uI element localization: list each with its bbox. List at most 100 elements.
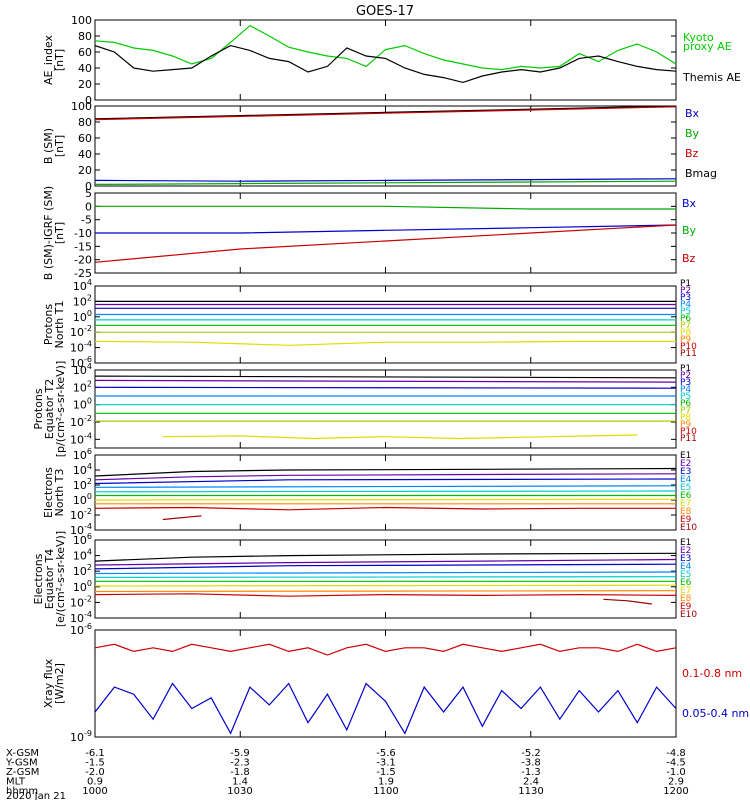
series-themis-ae — [95, 44, 676, 84]
legend-item: P8 — [680, 328, 691, 338]
footer-value: -3.8 — [521, 758, 541, 769]
series-e9 — [95, 506, 676, 511]
series-group — [95, 106, 676, 185]
legend-item: Themis AE — [682, 71, 741, 84]
legend-item: By — [682, 224, 697, 237]
footer-value: -3.1 — [376, 758, 396, 769]
legend-item: E4 — [680, 562, 692, 572]
legend-item: E3 — [680, 467, 691, 477]
y-axis-label: Electrons — [32, 553, 45, 604]
series-e5 — [95, 490, 676, 493]
y-tick-label: 100 — [71, 14, 92, 27]
y-tick-label: 10-2 — [70, 594, 92, 609]
legend-item: Bx — [682, 197, 697, 210]
legend-item: E9 — [680, 515, 692, 525]
y-tick-label: 102 — [73, 379, 92, 394]
y-tick-label: 20 — [78, 78, 92, 91]
footer-value: -1.5 — [376, 767, 396, 778]
legend-item: E2 — [680, 459, 691, 469]
footer-row-label: Z-GSM — [6, 767, 39, 778]
y-axis-label: AE_index — [42, 34, 55, 85]
legend-item: E10 — [680, 523, 697, 533]
series-0-05-0-4-nm — [95, 682, 676, 735]
series-e7 — [95, 498, 676, 501]
series-e1 — [95, 467, 676, 477]
y-tick-label: 40 — [78, 62, 92, 75]
y-tick-label: 102 — [73, 293, 92, 308]
series-e5 — [95, 576, 676, 579]
legend-item: E3 — [680, 554, 691, 564]
legend-item: P7 — [680, 406, 691, 416]
series-by — [95, 205, 676, 210]
legend-item: P9 — [680, 335, 691, 345]
footer-value: 2.4 — [523, 777, 539, 788]
legend-item: proxy AE — [683, 40, 732, 53]
legend-item: P5 — [680, 307, 691, 317]
legend-item: P10 — [680, 342, 697, 352]
y-tick-label: 5 — [85, 187, 92, 200]
legend-item: P2 — [680, 371, 691, 381]
y-axis-label: [nT] — [53, 49, 66, 71]
legend-item: E1 — [680, 451, 691, 461]
legend-item: Bmag — [685, 167, 717, 180]
series-group — [95, 300, 676, 346]
y-tick-label: 104 — [73, 362, 92, 377]
panel-3: -25-20-15-10-505 B (SM)-IGRF (SM)[nT] Bx By… — [42, 186, 697, 280]
footer-value: 2.9 — [668, 777, 684, 788]
series-by — [95, 180, 676, 185]
legend-item: E7 — [680, 499, 691, 509]
y-tick-label: 80 — [78, 30, 92, 43]
y-tick-label: 100 — [73, 579, 92, 594]
series-e4 — [95, 485, 676, 488]
footer-value: 0.9 — [87, 777, 103, 788]
legend-item: E4 — [680, 475, 692, 485]
legend-item: P3 — [680, 293, 691, 303]
legend-item: P10 — [680, 427, 697, 437]
y-tick-label: 104 — [73, 548, 92, 563]
y-tick-label: 0 — [85, 180, 92, 193]
legend-item: P11 — [680, 349, 697, 359]
y-tick-label: 10-2 — [70, 324, 92, 339]
panel-frame — [94, 454, 677, 531]
footer-value: 1130 — [518, 786, 543, 797]
y-tick-label: 100 — [73, 492, 92, 507]
y-axis-label: Equator T2 — [43, 379, 56, 439]
footer-row-label: hhmm — [6, 786, 38, 797]
footer-value: -4.8 — [666, 748, 686, 759]
footer-value: -5.2 — [521, 748, 541, 759]
legend-item: 0.05-0.4 nm — [682, 707, 749, 720]
series-e8 — [95, 590, 676, 593]
series-e2 — [95, 558, 676, 566]
legend-item: P3 — [680, 378, 691, 388]
y-axis-label: Electrons — [42, 467, 55, 518]
series-group — [95, 205, 676, 263]
y-axis-label: Equator T4 — [43, 549, 56, 609]
y-tick-label: -5 — [81, 214, 92, 227]
legend-item: E6 — [680, 578, 692, 588]
series-bx — [95, 178, 676, 182]
panel-8: 10-6 10-9 Xray flux[W/m2] 0.1-0.8 nm 0.05-0.… — [42, 622, 749, 744]
series-e10 — [162, 515, 202, 521]
legend-item: P7 — [680, 321, 691, 331]
y-tick-label: 10-2 — [70, 414, 92, 429]
y-axis-label: B (SM)-IGRF (SM) — [42, 186, 55, 280]
footer-value: 1.9 — [378, 777, 394, 788]
series-group — [95, 552, 676, 605]
footer-value: -1.5 — [85, 758, 105, 769]
y-tick-label: 100 — [73, 309, 92, 324]
y-tick-label: 60 — [78, 46, 92, 59]
footer-value: 1030 — [227, 786, 252, 797]
y-tick-label: 40 — [78, 148, 92, 161]
series-group — [95, 467, 676, 521]
y-axis-label: [nT] — [53, 135, 66, 157]
y-axis-label: Xray flux — [42, 658, 55, 708]
y-tick-label: 106 — [73, 532, 92, 547]
legend-item: E5 — [680, 483, 691, 493]
y-tick-label: 106 — [73, 447, 92, 462]
y-tick-label: -20 — [74, 254, 92, 267]
footer-value: 1.4 — [232, 777, 248, 788]
y-tick-label: 20 — [78, 164, 92, 177]
series-e2 — [95, 473, 676, 481]
y-axis-label: Protons — [32, 388, 45, 429]
legend-item: E8 — [680, 507, 692, 517]
